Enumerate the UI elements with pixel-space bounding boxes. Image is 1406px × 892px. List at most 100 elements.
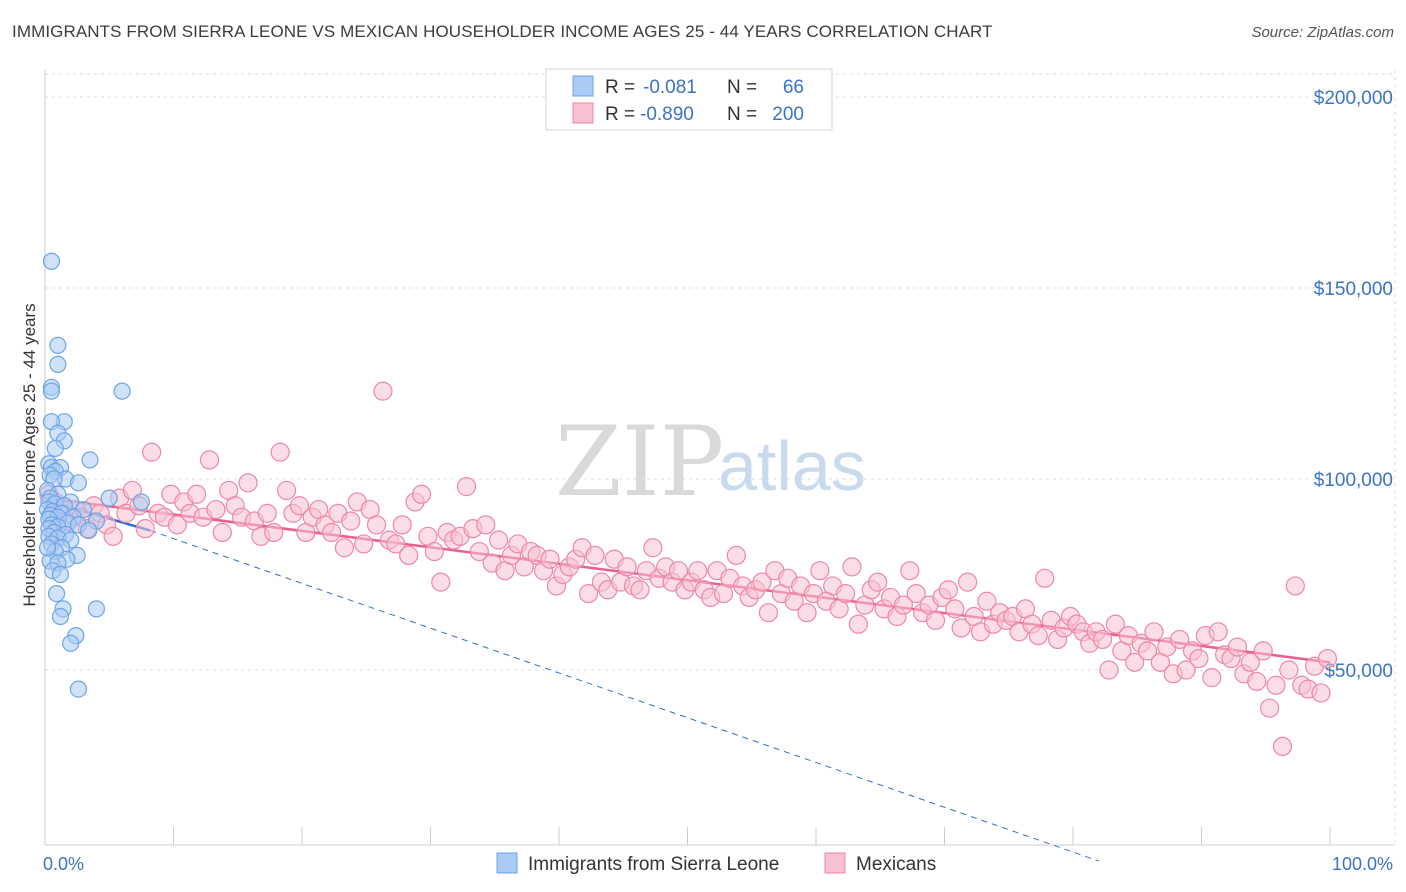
watermark-zip: ZIP xyxy=(555,406,724,518)
y-tick-label-0: $50,000 xyxy=(1324,661,1393,682)
point-mexicans xyxy=(1253,641,1273,661)
legend-label-mexicans: Mexicans xyxy=(856,854,936,875)
point-mexicans xyxy=(1240,652,1260,672)
series-mexicans xyxy=(39,381,1338,757)
y-tick-label-2: $150,000 xyxy=(1314,279,1393,300)
point-mexicans xyxy=(366,515,387,535)
point-mexicans xyxy=(1260,698,1280,718)
point-mexicans xyxy=(469,541,489,562)
point-mexicans xyxy=(270,442,290,462)
point-mexicans xyxy=(399,545,419,566)
trend-sierra-leone-dashed xyxy=(150,530,1099,862)
point-mexicans xyxy=(617,557,637,577)
legend-swatch-mexicans xyxy=(824,852,846,874)
point-mexicans xyxy=(951,618,971,638)
point-mexicans xyxy=(392,515,412,535)
point-mexicans xyxy=(1137,641,1158,661)
point-sierra-leone xyxy=(69,474,88,492)
stats-swatch-pink xyxy=(572,102,594,124)
point-mexicans xyxy=(1125,652,1145,672)
stats-r-value-blue: -0.081 xyxy=(643,77,697,98)
point-mexicans xyxy=(925,610,946,630)
y-tick-label-1: $100,000 xyxy=(1314,470,1393,491)
point-mexicans xyxy=(257,503,277,523)
y-axis-label: Householder Income Ages 25 - 44 years xyxy=(20,303,39,606)
legend-swatch-sierra-leone xyxy=(496,852,518,874)
point-mexicans xyxy=(893,595,913,615)
point-mexicans xyxy=(206,499,226,520)
point-mexicans xyxy=(1317,648,1338,669)
watermark: ZIP atlas xyxy=(555,406,866,518)
point-mexicans xyxy=(1266,675,1286,695)
stats-n-value-blue: 66 xyxy=(783,77,804,98)
point-mexicans xyxy=(900,561,920,581)
point-mexicans xyxy=(212,522,232,543)
point-mexicans xyxy=(1311,683,1331,703)
x-tick-label-max: 100.0% xyxy=(1332,854,1393,874)
stats-swatch-blue xyxy=(572,75,594,97)
point-sierra-leone xyxy=(62,634,80,652)
point-mexicans xyxy=(1285,576,1305,596)
point-mexicans xyxy=(476,515,496,535)
point-sierra-leone xyxy=(42,252,61,270)
point-mexicans xyxy=(643,538,663,558)
point-sierra-leone xyxy=(38,539,57,557)
stats-r-value-pink: -0.890 xyxy=(640,104,694,125)
point-mexicans xyxy=(321,522,342,543)
point-sierra-leone xyxy=(49,336,67,354)
point-mexicans xyxy=(489,530,509,550)
point-mexicans xyxy=(842,557,862,577)
stats-legend: R = -0.081 N = 66 R = -0.890 N = 200 xyxy=(545,68,833,131)
point-mexicans xyxy=(1189,648,1209,669)
point-mexicans xyxy=(1099,660,1119,680)
point-mexicans xyxy=(238,473,258,493)
point-mexicans xyxy=(276,480,297,501)
point-mexicans xyxy=(1170,629,1190,650)
point-mexicans xyxy=(411,484,432,504)
point-mexicans xyxy=(1227,637,1248,657)
stats-n-label-pink: N = xyxy=(727,104,757,125)
point-mexicans xyxy=(810,561,830,581)
point-mexicans xyxy=(1279,660,1299,680)
watermark-atlas: atlas xyxy=(718,427,866,505)
point-mexicans xyxy=(906,583,926,604)
bottom-legend: Immigrants from Sierra Leone Mexicans xyxy=(496,852,936,875)
point-mexicans xyxy=(668,561,689,581)
stats-n-value-pink: 200 xyxy=(772,104,804,125)
point-mexicans xyxy=(585,545,605,566)
point-mexicans xyxy=(1208,622,1228,642)
stats-r-label-pink: R = xyxy=(605,104,635,125)
point-mexicans xyxy=(797,603,817,623)
point-mexicans xyxy=(1144,622,1164,642)
trend-lines xyxy=(44,496,1331,862)
point-sierra-leone xyxy=(132,493,150,511)
point-mexicans xyxy=(835,583,856,604)
x-tick-label-min: 0.0% xyxy=(43,854,84,874)
series-sierra-leone xyxy=(38,252,150,698)
stats-n-label-blue: N = xyxy=(727,77,757,98)
point-mexicans xyxy=(1028,626,1048,646)
point-sierra-leone xyxy=(69,680,88,698)
point-mexicans xyxy=(142,442,162,462)
source-label: Source: ZipAtlas.com xyxy=(1251,24,1394,41)
point-sierra-leone xyxy=(113,382,131,400)
point-mexicans xyxy=(354,534,374,554)
point-mexicans xyxy=(341,511,361,531)
y-tick-label-3: $200,000 xyxy=(1314,88,1393,109)
point-mexicans xyxy=(1247,671,1267,692)
point-mexicans xyxy=(945,599,965,619)
point-mexicans xyxy=(540,549,560,569)
point-mexicans xyxy=(334,538,355,558)
point-mexicans xyxy=(752,572,772,592)
point-sierra-leone xyxy=(47,584,66,603)
point-mexicans xyxy=(103,526,123,546)
point-mexicans xyxy=(135,519,155,539)
point-sierra-leone xyxy=(80,521,98,540)
point-mexicans xyxy=(424,541,444,562)
point-sierra-leone xyxy=(100,489,118,507)
y-tick-labels: $50,000 $100,000 $150,000 $200,000 xyxy=(1314,88,1393,682)
point-mexicans xyxy=(630,580,650,600)
point-mexicans xyxy=(289,496,310,516)
point-mexicans xyxy=(1105,614,1126,634)
